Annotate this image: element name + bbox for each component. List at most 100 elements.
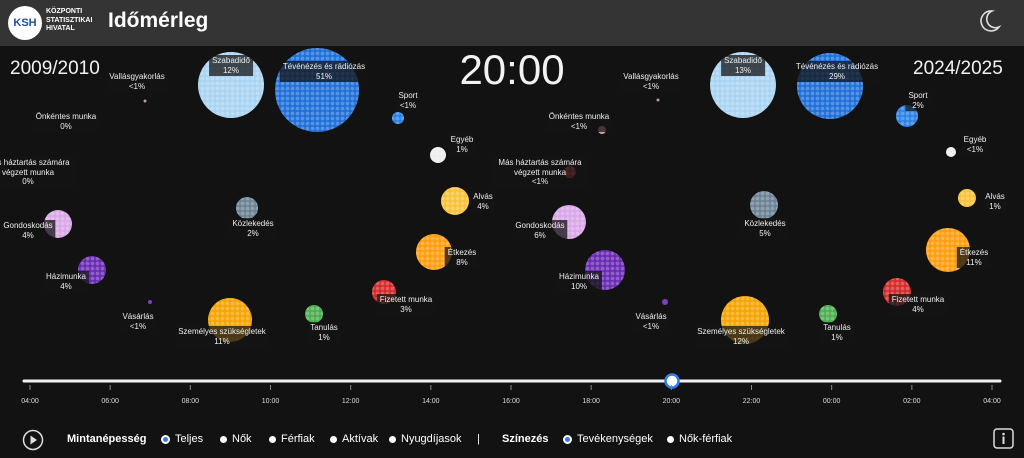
activity-label: Alvás 4% bbox=[470, 191, 496, 212]
radio-dot[interactable] bbox=[667, 435, 674, 443]
control-group-label: Mintanépesség bbox=[67, 433, 147, 445]
activity-label: Vallásgyakorlás <1% bbox=[106, 71, 168, 92]
timeline-tick-label: 04:00 bbox=[983, 398, 1001, 405]
radio-option[interactable]: Nők bbox=[220, 433, 252, 445]
radio-label: Nyugdíjasok bbox=[401, 433, 462, 445]
activity-label: Egyéb 1% bbox=[447, 134, 477, 155]
activity-label: Alvás 1% bbox=[982, 191, 1008, 212]
radio-dot[interactable] bbox=[269, 435, 276, 443]
radio-option[interactable]: Tevékenységek bbox=[563, 433, 653, 445]
timeline-knob[interactable] bbox=[664, 373, 680, 389]
activity-label: Sport <1% bbox=[395, 90, 421, 111]
activity-share: 0% bbox=[22, 177, 34, 186]
bubble-stage bbox=[22, 48, 1002, 390]
activity-share: 6% bbox=[534, 230, 546, 240]
radio-option[interactable]: Férfiak bbox=[269, 433, 315, 445]
activity-label: Tévénézés és rádiózás 29% bbox=[792, 61, 882, 82]
activity-bubble-texture bbox=[236, 197, 258, 219]
activity-label: Tanulás 1% bbox=[307, 322, 341, 343]
activity-share: 29% bbox=[828, 71, 846, 81]
activity-bubble-texture bbox=[958, 189, 976, 207]
radio-dot[interactable] bbox=[563, 434, 572, 444]
timeline-tick-label: 14:00 bbox=[422, 398, 440, 405]
period-label: 2024/2025 bbox=[913, 58, 1003, 79]
radio-dot[interactable] bbox=[389, 435, 396, 443]
radio-option[interactable]: Teljes bbox=[161, 433, 203, 445]
activity-label: Házimunka 4% bbox=[42, 271, 90, 292]
activity-share: <1% bbox=[399, 100, 417, 110]
radio-option[interactable]: Aktívak bbox=[330, 433, 378, 445]
activity-name: Személyes szükségletek bbox=[178, 327, 266, 336]
activity-name: Egyéb bbox=[963, 135, 987, 144]
period-label: 2009/2010 bbox=[10, 58, 100, 79]
activity-name: Szabadidő bbox=[724, 56, 762, 65]
activity-share: 1% bbox=[989, 201, 1001, 211]
activity-label: Szabadidő 13% bbox=[721, 55, 765, 76]
activity-label: Önkéntes munka 0% bbox=[32, 111, 100, 132]
play-button[interactable] bbox=[22, 429, 44, 451]
activity-label: Vallásgyakorlás <1% bbox=[620, 71, 682, 92]
activity-label: Étkezés 11% bbox=[956, 247, 992, 268]
logo-line: HIVATAL bbox=[46, 25, 75, 32]
header: KSH KÖZPONTI STATISZTIKAI HIVATAL Időmér… bbox=[0, 0, 1024, 46]
activity-label: Fizetett munka 3% bbox=[376, 294, 436, 315]
timeline-tick-label: 02:00 bbox=[903, 398, 921, 405]
activity-share: 4% bbox=[912, 304, 924, 314]
activity-name: Alvás bbox=[985, 192, 1005, 201]
logo-line: KÖZPONTI bbox=[46, 8, 83, 15]
timeline-tick-label: 16:00 bbox=[502, 398, 520, 405]
activity-bubble[interactable] bbox=[662, 299, 668, 305]
activity-share: 2% bbox=[912, 100, 924, 110]
activity-name: Sport bbox=[908, 91, 928, 100]
activity-share: <1% bbox=[642, 321, 660, 331]
activity-name: Étkezés bbox=[447, 248, 477, 257]
info-button[interactable] bbox=[993, 428, 1014, 449]
activity-bubble-texture bbox=[416, 234, 452, 270]
activity-bubble-texture bbox=[819, 305, 837, 323]
activity-share: 3% bbox=[400, 304, 412, 314]
activity-name: Tévénézés és rádiózás bbox=[282, 62, 366, 71]
activity-label: Tanulás 1% bbox=[820, 322, 854, 343]
clock: 20:00 bbox=[459, 46, 565, 93]
radio-label: Nők-férfiak bbox=[679, 433, 733, 445]
timeline-tick-label: 08:00 bbox=[181, 398, 200, 405]
control-group-label: Színezés bbox=[502, 433, 549, 445]
activity-label: Gondoskodás 6% bbox=[512, 220, 568, 241]
radio-dot[interactable] bbox=[220, 435, 227, 443]
radio-dot[interactable] bbox=[330, 435, 337, 443]
activity-bubble-texture bbox=[441, 187, 469, 215]
activity-name: Sport bbox=[398, 91, 418, 100]
timeline-tick-label: 20:00 bbox=[662, 398, 681, 405]
activity-bubble-texture bbox=[750, 191, 778, 219]
timeline-tick-label: 00:00 bbox=[822, 398, 841, 405]
timeline-tick-label: 10:00 bbox=[261, 398, 280, 405]
theme-toggle[interactable] bbox=[978, 8, 1002, 34]
activity-name: Közlekedés bbox=[744, 219, 786, 228]
logo[interactable]: KSH bbox=[8, 6, 42, 40]
radio-dot[interactable] bbox=[161, 434, 170, 444]
activity-share: 11% bbox=[214, 336, 230, 346]
activity-name: Más háztartás számára végzett munka bbox=[0, 158, 70, 177]
activity-bubble[interactable] bbox=[656, 98, 660, 102]
page-title: Időmérleg bbox=[108, 9, 209, 32]
activity-label: Közlekedés 5% bbox=[741, 218, 789, 239]
control-group-label: | bbox=[477, 433, 480, 445]
activity-name: Gondoskodás bbox=[515, 221, 565, 230]
activity-share: 12% bbox=[732, 336, 749, 346]
radio-option[interactable]: Nők-férfiak bbox=[667, 433, 732, 445]
activity-share: 4% bbox=[60, 281, 72, 291]
activity-bubble[interactable] bbox=[143, 99, 147, 103]
activity-share: 4% bbox=[22, 230, 34, 240]
activity-label: Vásárlás <1% bbox=[632, 311, 670, 332]
activity-name: Egyéb bbox=[450, 135, 474, 144]
activity-name: Tanulás bbox=[310, 323, 338, 332]
activity-name: Önkéntes munka bbox=[35, 112, 97, 121]
activity-name: Gondoskodás bbox=[3, 221, 53, 230]
radio-label: Tevékenységek bbox=[577, 433, 653, 445]
activity-label: Tévénézés és rádiózás 51% bbox=[279, 61, 369, 82]
radio-option[interactable]: Nyugdíjasok bbox=[389, 433, 462, 445]
activity-bubble[interactable] bbox=[148, 300, 152, 304]
activity-label: Közlekedés 2% bbox=[229, 218, 277, 239]
activity-label: Gondoskodás 4% bbox=[0, 220, 56, 241]
timeline-tick-label: 18:00 bbox=[582, 398, 600, 405]
